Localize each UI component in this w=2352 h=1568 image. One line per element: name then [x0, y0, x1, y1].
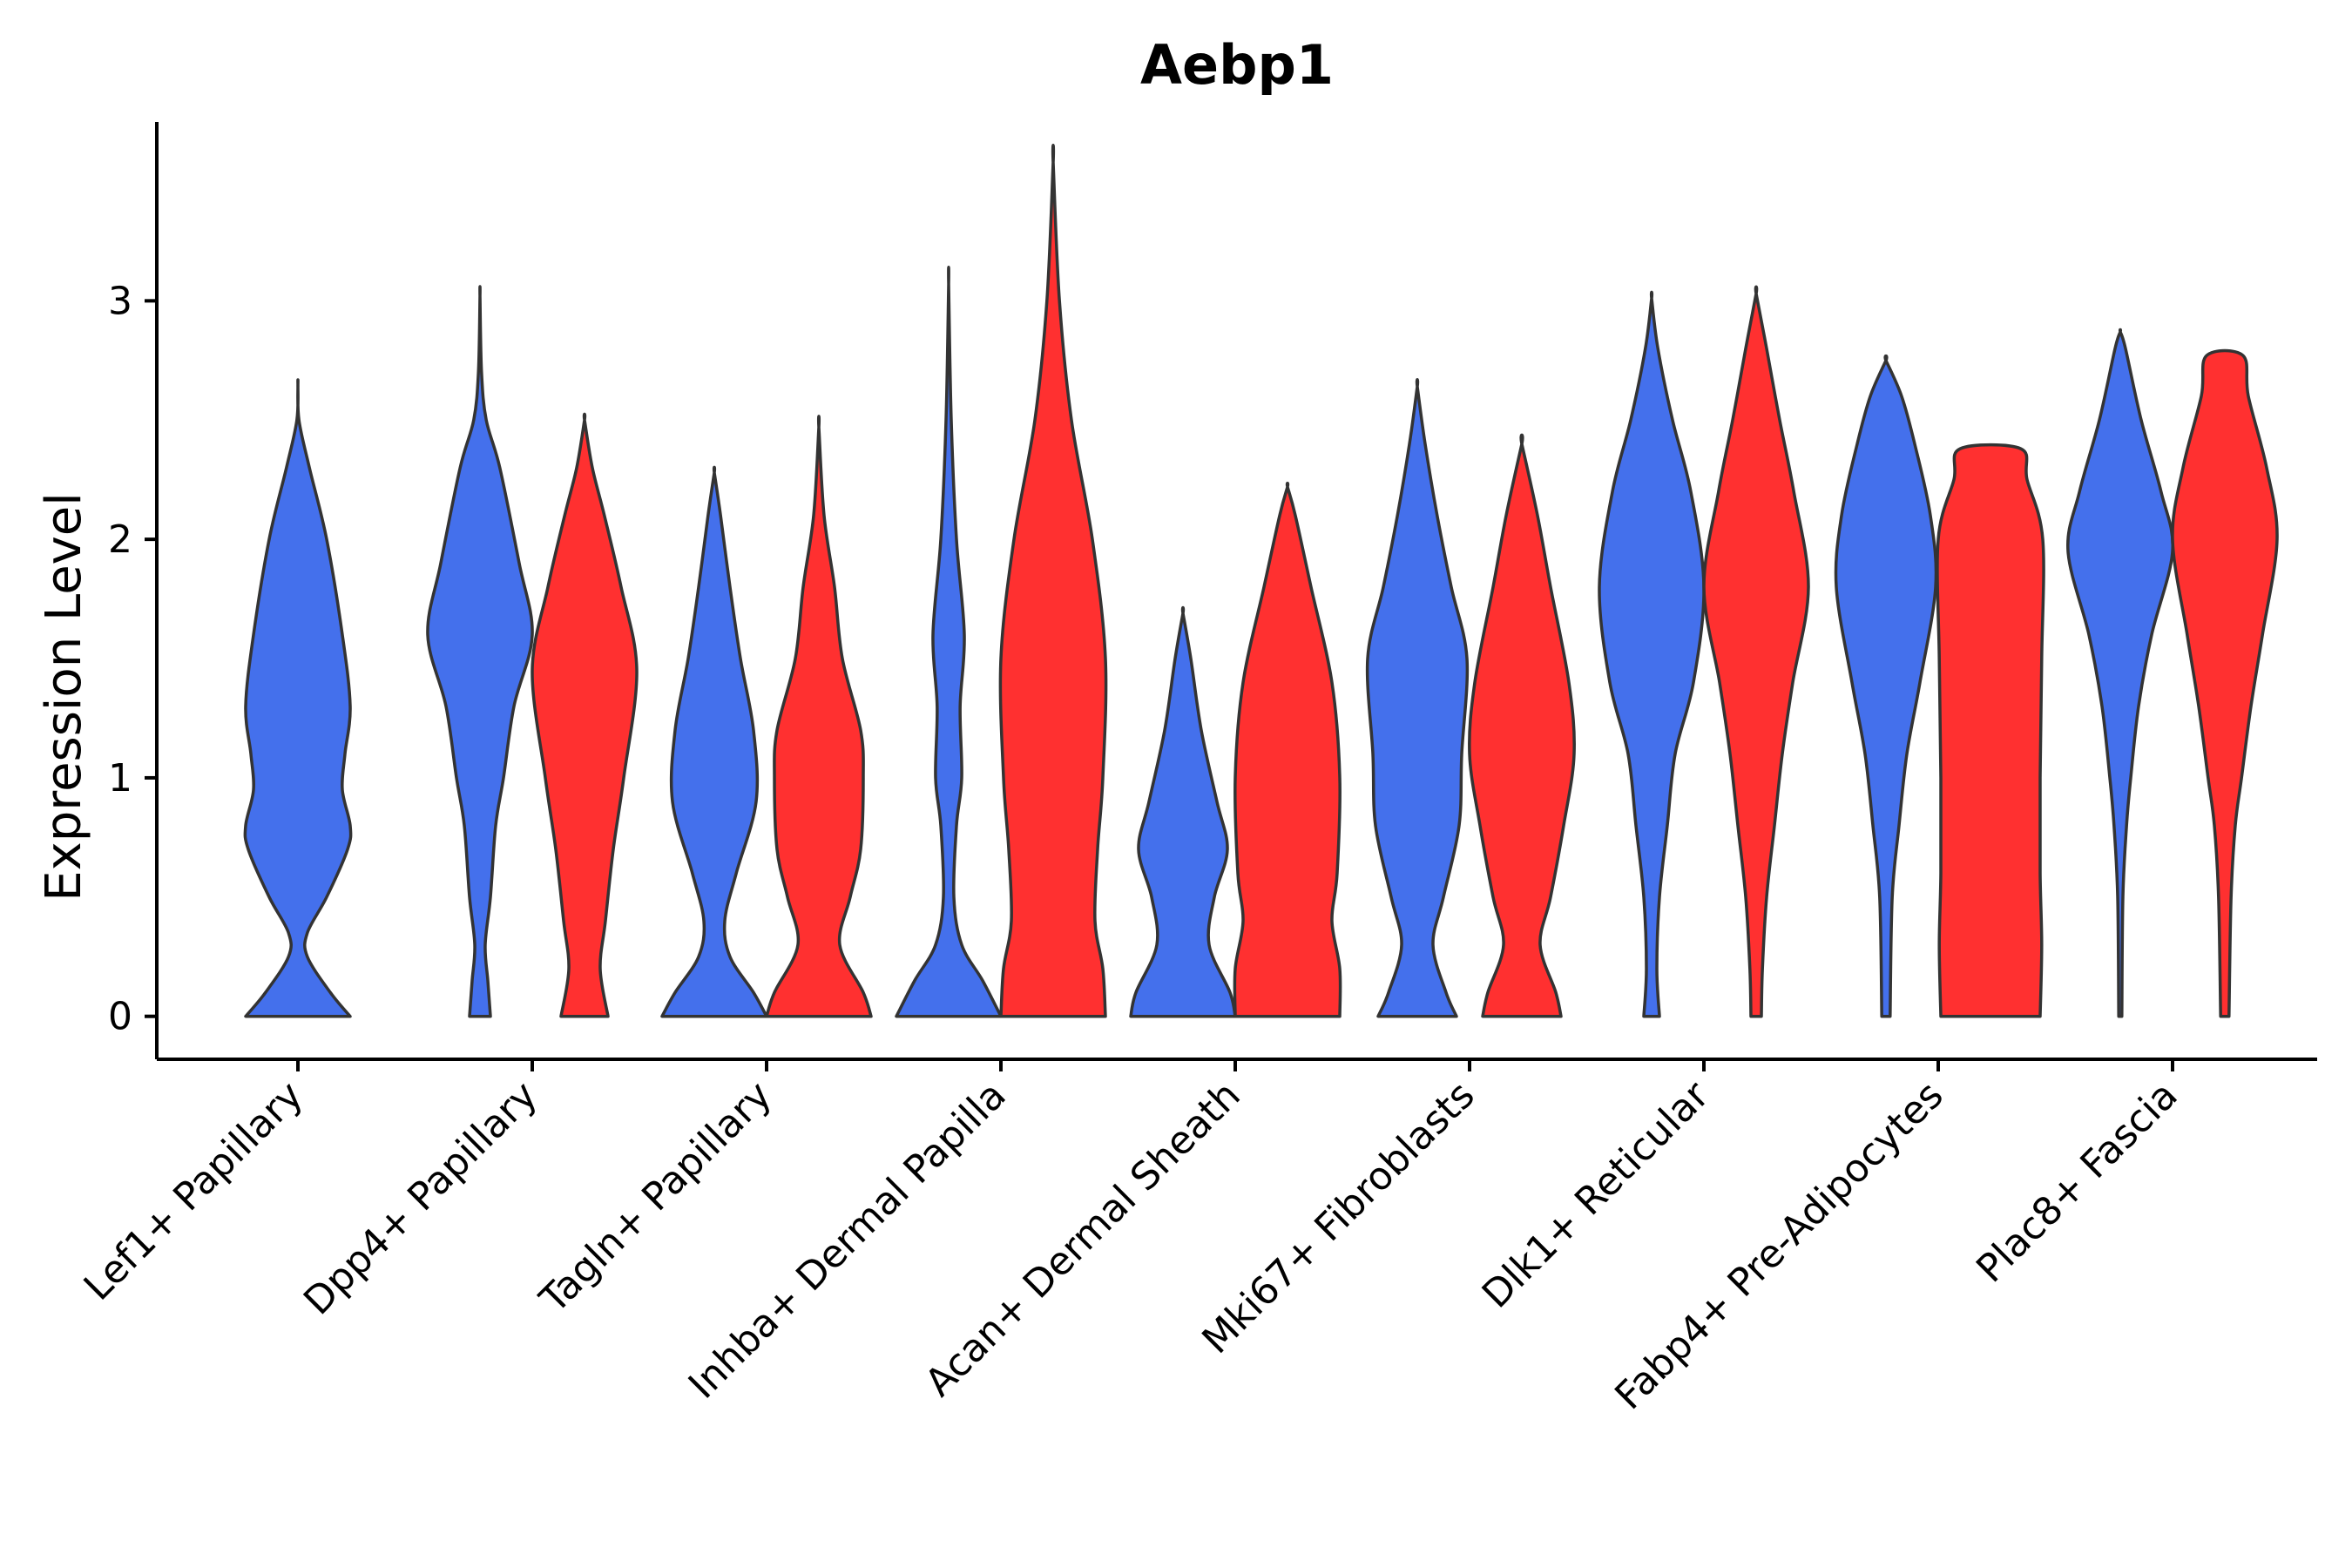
violin-group-red-8 — [2171, 348, 2279, 1018]
violin-group-red-7 — [1936, 443, 2045, 1018]
y-tick-label-2: 2 — [108, 517, 132, 562]
violin-group-blue-0 — [243, 378, 353, 1018]
violin-group-blue-3 — [895, 265, 1003, 1018]
violin-group-blue-8 — [2066, 328, 2174, 1018]
violin-group-blue-2 — [660, 465, 768, 1018]
chart-title: Aebp1 — [1140, 33, 1334, 97]
x-tick-label-5: Mki67+ Fibroblasts — [1193, 1073, 1483, 1362]
violin-group-blue-1 — [426, 285, 534, 1018]
violin-group-red-5 — [1468, 433, 1576, 1018]
y-axis-label: Expression Level — [36, 492, 92, 902]
violin-group-red-1 — [531, 412, 639, 1018]
y-tick-label-1: 1 — [108, 756, 132, 801]
violin-layer — [243, 143, 2279, 1018]
violin-group-blue-4 — [1129, 605, 1237, 1018]
y-tick-label-3: 3 — [108, 279, 132, 323]
x-tick-label-2: Tagln+ Papillary — [531, 1073, 781, 1322]
violin-group-blue-6 — [1598, 290, 1706, 1018]
violin-group-red-3 — [998, 143, 1108, 1018]
x-tick-label-1: Dpp4+ Papillary — [295, 1073, 546, 1324]
violin-group-red-2 — [765, 415, 873, 1018]
x-tick-label-8: Plac8+ Fascia — [1968, 1073, 2186, 1292]
x-tick-label-6: Dlk1+ Reticular — [1474, 1072, 1719, 1317]
violin-group-red-6 — [1702, 285, 1810, 1018]
y-tick-label-0: 0 — [108, 995, 132, 1039]
violin-group-blue-7 — [1834, 354, 1938, 1018]
violin-group-red-4 — [1233, 482, 1342, 1018]
x-tick-label-0: Lef1+ Papillary — [76, 1073, 312, 1309]
violin-group-blue-5 — [1365, 377, 1470, 1018]
